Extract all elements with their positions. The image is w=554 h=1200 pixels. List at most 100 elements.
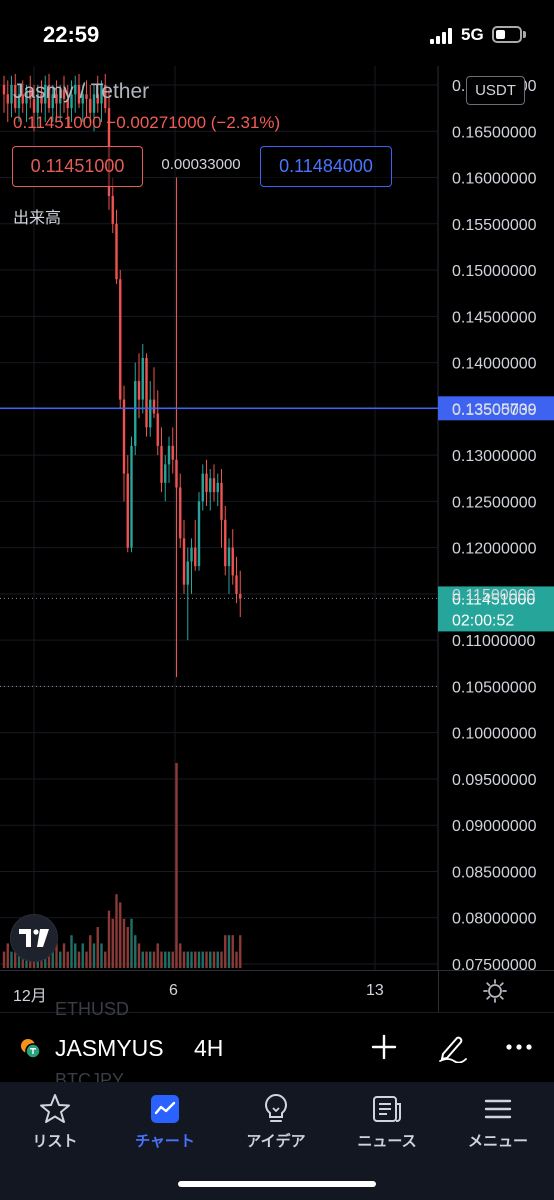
- candle-body: [62, 89, 66, 99]
- volume-bar: [10, 951, 13, 968]
- candle-body: [2, 85, 6, 95]
- ghost-symbol-above: ETHUSD: [55, 999, 130, 1019]
- volume-bar: [160, 951, 163, 968]
- candle-body: [186, 561, 189, 585]
- time-label-dec: 12月: [13, 988, 47, 1005]
- drawing-pen-icon[interactable]: [436, 1031, 468, 1063]
- plus-icon[interactable]: [368, 1031, 400, 1063]
- candle-body: [85, 94, 88, 99]
- candle-body: [115, 223, 118, 280]
- currency-badge[interactable]: USDT: [466, 76, 525, 105]
- volume-bar: [119, 902, 122, 968]
- symbol-coin-icon: [21, 1039, 41, 1059]
- bar-countdown: 02:00:52: [452, 612, 514, 629]
- candle-body: [201, 473, 204, 502]
- volume-bar: [164, 951, 167, 968]
- candle-body: [182, 538, 186, 585]
- candle-body: [209, 478, 212, 493]
- status-bar: 22:59 5G: [0, 0, 554, 66]
- candle-body: [59, 89, 62, 104]
- volume-bar: [220, 951, 223, 968]
- candle-body: [220, 482, 223, 520]
- price-axis-tick: 0.16500000: [452, 124, 537, 141]
- candle-body: [152, 399, 156, 414]
- candle-body: [29, 89, 32, 99]
- lightbulb-icon: [265, 1093, 287, 1122]
- volume-bar: [126, 927, 129, 968]
- volume-bar: [209, 951, 212, 968]
- candle-body: [190, 547, 193, 562]
- tab-list[interactable]: リスト: [0, 1092, 110, 1156]
- candle-body: [205, 473, 208, 493]
- symbol-title[interactable]: Jasmy / Tether: [13, 80, 150, 103]
- tradingview-logo-icon[interactable]: [10, 914, 58, 962]
- volume-bar: [59, 951, 62, 968]
- volume-bar: [134, 935, 137, 968]
- candle-body: [194, 547, 197, 567]
- volume-bar: [14, 951, 17, 968]
- tab-menu[interactable]: メニュー: [443, 1092, 553, 1156]
- candle-body: [134, 381, 137, 446]
- volume-bar: [197, 951, 201, 968]
- price-axis-tick: 0.07500000: [452, 957, 537, 970]
- candle-body: [111, 196, 114, 224]
- tab-ideas[interactable]: アイデア: [221, 1092, 331, 1156]
- candle-body: [231, 547, 234, 576]
- price-axis-tick: 0.09500000: [452, 772, 537, 789]
- candle-body: [21, 94, 24, 104]
- tab-label: メニュー: [467, 1133, 528, 1150]
- tab-chart[interactable]: チャート: [110, 1092, 220, 1156]
- candle-body: [14, 85, 17, 109]
- news-icon: [373, 1096, 401, 1122]
- volume-bar: [66, 951, 69, 968]
- more-options-icon[interactable]: [504, 1031, 536, 1063]
- volume-bar: [96, 927, 99, 968]
- candle-body: [92, 94, 96, 113]
- volume-bar: [167, 951, 171, 968]
- bottom-tab-bar: リスト チャート アイデア ニュース メニュー: [0, 1082, 554, 1200]
- candle-body: [119, 279, 122, 400]
- time-label-13: 13: [366, 982, 384, 999]
- signal-strength-icon: [430, 28, 456, 44]
- price-axis-tick: 0.10500000: [452, 679, 537, 696]
- volume-bar: [141, 951, 144, 968]
- time-axis[interactable]: 12月 6 13: [0, 970, 554, 1013]
- candle-body: [89, 98, 92, 113]
- buy-price-button[interactable]: 0.11484000: [260, 146, 392, 187]
- volume-bar: [235, 951, 238, 968]
- candle-body: [145, 357, 148, 428]
- volume-bar: [70, 935, 73, 968]
- volume-bar: [107, 910, 111, 968]
- status-time: 22:59: [43, 22, 100, 47]
- gear-icon[interactable]: [482, 978, 508, 1004]
- volume-bar: [227, 935, 231, 968]
- candle-body: [17, 94, 21, 109]
- star-icon: [40, 1094, 70, 1123]
- interval-selector[interactable]: 4H: [194, 1035, 224, 1061]
- tab-label: ニュース: [357, 1133, 417, 1150]
- tab-news[interactable]: ニュース: [332, 1092, 442, 1156]
- price-axis-tick: 0.16000000: [452, 171, 537, 188]
- candle-body: [81, 94, 84, 104]
- candle-body: [126, 473, 129, 548]
- symbol-selector[interactable]: JASMYUS: [55, 1035, 164, 1061]
- menu-icon: [484, 1099, 512, 1119]
- symbol-toolbar: ETHUSD BTCJPY JASMYUS 4H: [0, 999, 554, 1090]
- price-axis-tick: 0.09000000: [452, 818, 537, 835]
- sell-price-button[interactable]: 0.11451000: [12, 146, 143, 187]
- candle-body: [70, 94, 73, 109]
- volume-bar: [55, 943, 58, 968]
- volume-bar: [21, 951, 24, 968]
- price-axis-tick: 0.08500000: [452, 864, 537, 881]
- candle-body: [96, 94, 99, 104]
- volume-bar: [205, 951, 208, 968]
- price-change-text: 0.11451000 −0.00271000 (−2.31%): [13, 113, 281, 132]
- volume-bar: [171, 951, 174, 968]
- volume-bar: [194, 951, 197, 968]
- candle-body: [77, 85, 81, 104]
- volume-bar: [81, 943, 84, 968]
- price-axis-tick: 0.14500000: [452, 309, 537, 326]
- volume-indicator-label[interactable]: 出来高: [13, 210, 62, 227]
